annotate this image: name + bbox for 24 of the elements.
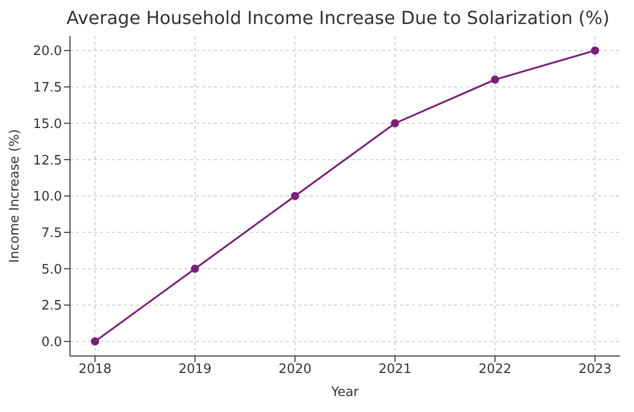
y-tick-label: 5.0 bbox=[41, 262, 62, 278]
point bbox=[190, 264, 200, 273]
y-tick-label: 17.5 bbox=[33, 80, 62, 96]
y-tick-label: 20.0 bbox=[33, 44, 62, 60]
point bbox=[490, 76, 500, 84]
point bbox=[390, 119, 400, 128]
y-tick-label: 7.5 bbox=[41, 226, 62, 241]
y-tick-label: 10.0 bbox=[33, 190, 62, 205]
x-tick-label: 2020 bbox=[278, 362, 312, 378]
y-tick-label: 15.0 bbox=[33, 116, 62, 132]
point bbox=[590, 46, 600, 55]
x-tick-label: 2019 bbox=[178, 362, 212, 378]
y-axis-title: Income Increase (%) bbox=[8, 129, 23, 263]
x-tick-label: 2018 bbox=[78, 362, 112, 378]
y-tick-label: 0.0 bbox=[41, 335, 62, 350]
y-tick-label: 12.5 bbox=[33, 153, 62, 168]
x-tick-label: 2021 bbox=[378, 362, 412, 378]
chart-title: Average Household Income Increase Due to Solarization (%) bbox=[65, 8, 611, 31]
x-axis-title: Year bbox=[330, 385, 360, 400]
y-tick-label: 2.5 bbox=[41, 298, 62, 314]
point bbox=[90, 337, 100, 346]
point bbox=[290, 192, 300, 200]
x-tick-label: 2023 bbox=[578, 362, 612, 378]
x-tick-label: 2022 bbox=[478, 362, 512, 378]
